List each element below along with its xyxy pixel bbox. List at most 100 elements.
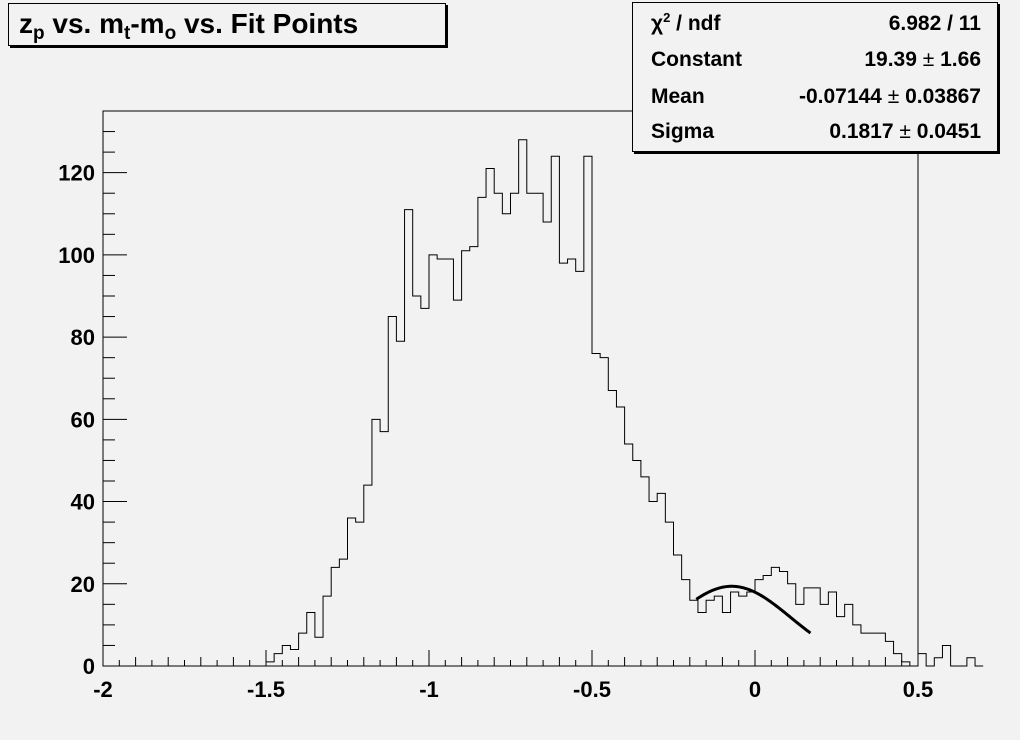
histogram-bin	[511, 193, 519, 666]
histogram-bin	[527, 193, 535, 666]
histogram-bin	[674, 555, 682, 666]
histogram-bin	[706, 600, 714, 666]
histogram-bin	[559, 263, 567, 666]
stats-mean-label: Mean	[651, 85, 705, 108]
histogram-bin	[853, 625, 861, 666]
stats-row-constant: Constant 19.39 ± 1.66	[651, 43, 981, 77]
x-tick-label: 0.5	[903, 677, 934, 702]
histogram-bin	[576, 271, 584, 666]
histogram-bin	[665, 522, 673, 666]
histogram-bin	[396, 341, 404, 666]
histogram-bin	[633, 460, 641, 666]
y-tick-label: 0	[83, 654, 95, 679]
histogram-bin	[307, 613, 315, 666]
histogram-bin	[837, 617, 845, 666]
y-tick-label: 20	[71, 572, 95, 597]
histogram-bin	[478, 197, 486, 666]
histogram-bin	[405, 210, 413, 666]
histogram-bin	[380, 432, 388, 666]
histogram-bin	[902, 662, 910, 666]
stats-chi2-value: 6.982 / 11	[888, 12, 981, 35]
gaussian-fit	[695, 584, 812, 635]
histogram-bin	[608, 391, 616, 666]
x-tick-label: -2	[93, 677, 113, 702]
histogram-bin	[543, 222, 551, 666]
histogram-bars	[265, 139, 984, 667]
histogram-bin	[445, 259, 453, 666]
histogram-bin	[421, 308, 429, 666]
title-subscript: p	[33, 23, 45, 44]
histogram-bin	[812, 588, 820, 666]
x-tick-label: -1	[419, 677, 439, 702]
histogram-bin	[771, 567, 779, 666]
histogram-bin	[722, 613, 730, 666]
histogram-bin	[315, 637, 323, 666]
y-tick-label: 60	[71, 407, 95, 432]
title-part: vs. m	[44, 8, 124, 39]
histogram-bin	[845, 604, 853, 666]
title-part: -m	[130, 8, 165, 39]
title-subscript: o	[164, 23, 177, 44]
histogram-bin	[918, 654, 926, 666]
histogram-bin	[861, 633, 869, 666]
title-part: vs. Fit Points	[176, 8, 359, 39]
histogram-bin	[494, 193, 502, 666]
histogram-bin	[690, 600, 698, 666]
histogram-bin	[331, 567, 339, 666]
histogram-bin	[763, 576, 771, 666]
histogram-bin	[885, 641, 893, 666]
gaussian-fit-curve	[695, 584, 812, 635]
histogram-bin	[731, 592, 739, 666]
histogram-bin	[584, 156, 592, 666]
histogram-bin	[462, 251, 470, 666]
histogram-bin	[356, 522, 364, 666]
title-subscript: t	[124, 23, 131, 44]
x-tick-label: 0	[749, 677, 761, 702]
histogram-bin	[649, 502, 657, 666]
stats-row-chi2: χ2 / ndf 6.982 / 11	[651, 7, 981, 41]
histogram-bin	[894, 654, 902, 666]
histogram-bin	[788, 584, 796, 666]
histogram-bin	[779, 571, 787, 666]
title-part: z	[19, 8, 33, 39]
histogram-bin	[657, 493, 665, 666]
histogram-bin	[290, 650, 298, 666]
histogram-bin	[266, 662, 274, 666]
histogram-bin	[453, 300, 461, 666]
histogram-bin	[535, 193, 543, 666]
histogram-bin	[828, 592, 836, 666]
histogram-bin	[568, 259, 576, 666]
histogram-bin	[877, 633, 885, 666]
histogram-bin	[364, 485, 372, 666]
y-tick-label: 40	[71, 490, 95, 515]
histogram-bin	[282, 645, 290, 666]
histogram-bin	[470, 247, 478, 666]
histogram-bin	[967, 658, 975, 666]
histogram-bin	[934, 658, 942, 666]
histogram-bin	[299, 633, 307, 666]
histogram-bin	[804, 588, 812, 666]
histogram-bin	[486, 169, 494, 666]
histogram-bin	[942, 645, 950, 666]
histogram-bin	[747, 592, 755, 666]
histogram-bin	[869, 633, 877, 666]
histogram-bin	[616, 407, 624, 666]
y-tick-label: 100	[58, 243, 95, 268]
stats-sigma-label: Sigma	[651, 120, 715, 143]
histogram-bin	[502, 214, 510, 666]
y-tick-label: 80	[71, 325, 95, 350]
histogram-bin	[519, 140, 527, 666]
histogram-bin	[323, 596, 331, 666]
histogram-bin	[372, 419, 380, 666]
histogram-bin	[641, 477, 649, 666]
histogram-bin	[339, 559, 347, 666]
y-tick-label: 120	[58, 161, 95, 186]
histogram-bin	[698, 613, 706, 666]
stats-constant-value: 19.39 ± 1.66	[864, 48, 981, 71]
histogram-bin	[600, 358, 608, 666]
stats-sigma-value: 0.1817 ± 0.0451	[829, 120, 981, 143]
histogram-bin	[682, 580, 690, 666]
stats-constant-label: Constant	[651, 48, 742, 71]
histogram-bin	[413, 296, 421, 666]
